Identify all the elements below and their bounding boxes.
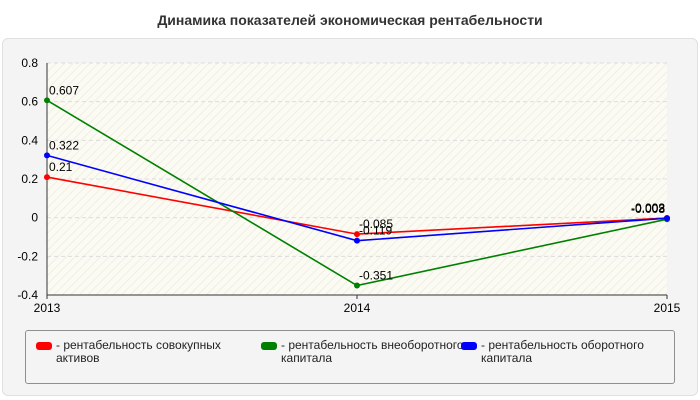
data-label: 0.21 [49, 160, 73, 174]
legend-swatch [461, 342, 477, 350]
y-tick-label: -0.2 [17, 249, 38, 263]
legend-label: - рентабельность совокупных активов [56, 338, 221, 365]
series-layer [44, 97, 670, 289]
legend: - рентабельность совокупных активов - ре… [25, 330, 675, 384]
y-tick-label: 0.2 [21, 172, 38, 186]
y-tick-label: 0.4 [21, 133, 38, 147]
grid-lines [47, 62, 667, 257]
y-tick-label: -0.4 [17, 288, 38, 302]
data-point [44, 174, 50, 181]
data-label: 0.322 [49, 138, 79, 152]
data-label: -0.085 [359, 217, 393, 231]
data-point [354, 282, 360, 289]
data-label: -0.003 [631, 201, 665, 215]
legend-item-total-assets[interactable]: - рентабельность совокупных активов [36, 339, 241, 365]
data-label: -0.119 [359, 224, 392, 238]
data-label: -0.351 [359, 269, 393, 283]
data-labels: 0.21 -0.085 -0.002 0.607 -0.351 -0.008 0.322 -0… [49, 83, 665, 282]
legend-item-working-capital[interactable]: - рентабельность оборотного капитала [461, 339, 666, 365]
legend-label: - рентабельность оборотного капитала [481, 338, 644, 365]
data-point [664, 215, 670, 222]
data-label: -0.008 [631, 202, 665, 216]
x-tick-label: 2013 [34, 301, 61, 315]
data-point [354, 237, 360, 244]
data-label: 0.607 [49, 83, 79, 97]
y-tick-label: 0.8 [21, 56, 38, 70]
legend-label: - рентабельность внеоборотного капитала [281, 338, 464, 365]
data-point [44, 152, 50, 159]
x-tick-label: 2015 [654, 301, 681, 315]
legend-item-noncurrent-capital[interactable]: - рентабельность внеоборотного капитала [261, 339, 466, 365]
legend-swatch [261, 342, 277, 350]
data-point [44, 97, 50, 104]
x-tick-label: 2014 [344, 301, 371, 315]
data-point [354, 231, 360, 238]
legend-swatch [36, 342, 52, 350]
y-tick-label: 0.6 [21, 95, 38, 109]
data-label: -0.002 [631, 201, 665, 215]
y-tick-label: 0 [31, 211, 38, 225]
chart-title: Динамика показателей экономическая рента… [157, 12, 543, 28]
